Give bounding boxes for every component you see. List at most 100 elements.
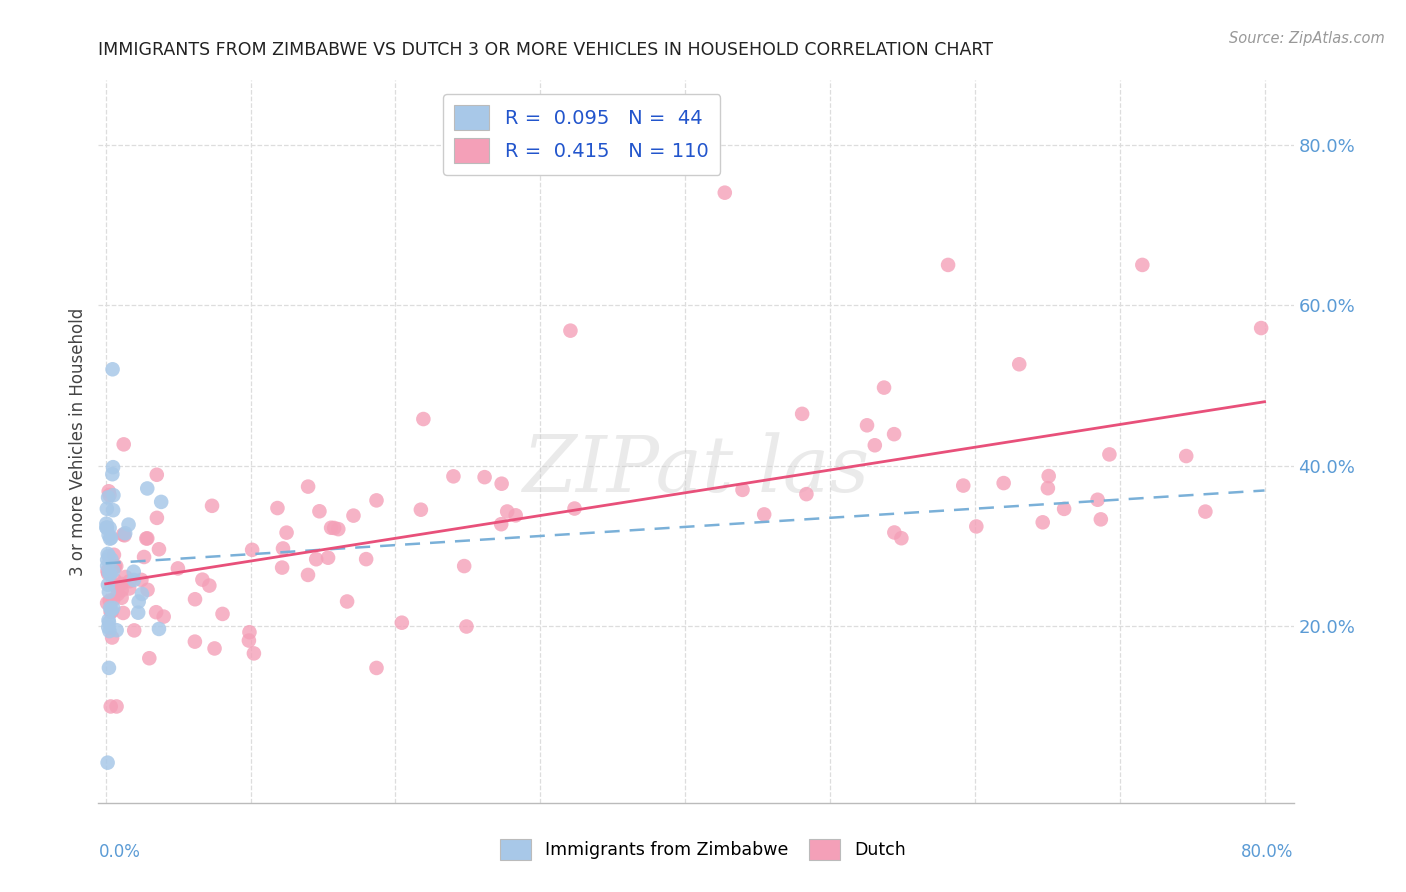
Point [965,519,987,533]
Point [342,508,364,523]
Point [276,525,298,540]
Point [96,596,118,610]
Point [97,613,120,627]
Point [98,488,121,502]
Point [936,258,959,272]
Point [1032,516,1054,530]
Point [132,549,155,564]
Point [297,568,319,582]
Point [103,488,125,502]
Point [131,587,153,601]
Point [856,418,879,433]
Point [1175,449,1198,463]
Point [110,577,132,591]
Point [191,573,214,587]
Point [366,493,388,508]
Point [97,661,120,675]
Point [754,508,776,522]
Point [117,517,139,532]
Point [496,504,519,518]
Point [103,548,125,562]
Point [1194,505,1216,519]
Point [136,532,159,546]
Point [1087,492,1109,507]
Point [146,511,169,525]
Point [1250,321,1272,335]
Point [100,605,122,619]
Point [184,592,207,607]
Point [1090,512,1112,526]
Point [100,552,122,566]
Point [97,615,120,630]
Point [104,579,127,593]
Point [101,460,124,475]
Point [100,531,122,545]
Point [101,631,124,645]
Legend: Immigrants from Zimbabwe, Dutch: Immigrants from Zimbabwe, Dutch [494,832,912,867]
Point [122,565,145,579]
Point [100,605,122,619]
Point [128,594,150,608]
Point [96,553,118,567]
Point [336,594,359,608]
Point [489,517,512,532]
Text: IMMIGRANTS FROM ZIMBABWE VS DUTCH 3 OR MORE VEHICLES IN HOUSEHOLD CORRELATION CH: IMMIGRANTS FROM ZIMBABWE VS DUTCH 3 OR M… [98,41,994,59]
Point [271,560,294,574]
Point [146,467,169,482]
Point [1130,258,1153,272]
Point [184,634,207,648]
Point [103,560,125,574]
Point [98,600,121,615]
Legend: R =  0.095   N =  44, R =  0.415   N = 110: R = 0.095 N = 44, R = 0.415 N = 110 [443,94,720,175]
Point [952,478,974,492]
Point [453,559,475,574]
Point [101,564,124,578]
Point [118,582,141,596]
Point [560,324,582,338]
Point [112,527,135,541]
Point [238,633,260,648]
Point [105,624,128,638]
Point [240,542,263,557]
Point [96,501,118,516]
Point [135,532,157,546]
Point [105,559,128,574]
Text: Source: ZipAtlas.com: Source: ZipAtlas.com [1229,31,1385,46]
Point [148,542,170,557]
Point [100,603,122,617]
Point [97,528,120,542]
Point [138,651,160,665]
Point [391,615,413,630]
Point [97,585,120,599]
Point [323,521,346,535]
Point [118,574,141,589]
Point [96,520,118,534]
Text: 80.0%: 80.0% [1241,843,1294,861]
Point [150,495,173,509]
Point [98,624,121,639]
Point [792,407,814,421]
Point [238,625,260,640]
Point [122,573,145,587]
Point [201,499,224,513]
Point [98,532,121,546]
Point [97,484,120,499]
Point [713,186,735,200]
Point [96,521,118,535]
Point [321,521,343,535]
Point [456,619,478,633]
Point [98,521,121,535]
Point [136,482,159,496]
Text: ZIPat las: ZIPat las [523,433,869,508]
Y-axis label: 3 or more Vehicles in Household: 3 or more Vehicles in Household [69,308,87,575]
Point [243,647,266,661]
Point [98,593,121,607]
Point [98,567,121,582]
Point [112,437,135,451]
Point [105,699,128,714]
Point [409,502,432,516]
Point [441,469,464,483]
Point [796,487,818,501]
Point [97,547,120,561]
Point [96,558,118,573]
